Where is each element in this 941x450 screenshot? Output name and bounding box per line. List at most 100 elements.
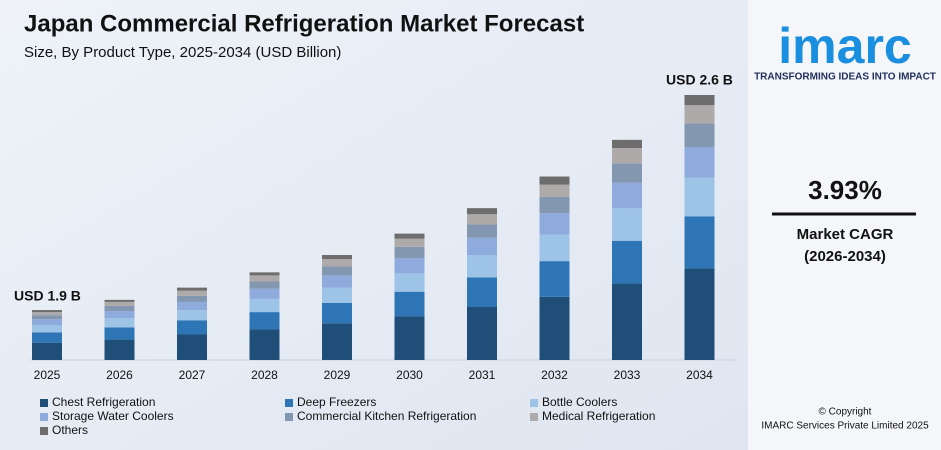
bar-segment — [612, 208, 642, 241]
bar-segment — [467, 208, 497, 215]
bar-segment — [32, 332, 62, 343]
company: IMARC Services Private Limited 2025 — [761, 421, 929, 432]
bar-segment — [684, 216, 715, 269]
legend-label: Commercial Kitchen Refrigeration — [297, 409, 476, 423]
copyright: © Copyright — [819, 407, 872, 418]
bar-segment — [177, 310, 207, 321]
legend-label: Others — [52, 423, 88, 437]
bar-segment — [467, 224, 497, 238]
bar-segment — [32, 315, 62, 320]
tagline: TRANSFORMING IDEAS INTO IMPACT — [754, 72, 936, 83]
x-tick-label: 2028 — [251, 368, 278, 382]
bar-segment — [539, 261, 570, 297]
bar-segment — [322, 302, 352, 324]
legend-label: Deep Freezers — [297, 395, 376, 409]
bar-segment — [684, 268, 715, 360]
x-tick-label: 2026 — [106, 368, 133, 382]
bar-segment — [539, 184, 570, 197]
bar-segment — [322, 323, 352, 360]
bar-segment — [177, 301, 207, 311]
bar-segment — [104, 339, 135, 360]
bar-segment — [539, 176, 570, 185]
bar-segment — [684, 177, 715, 217]
annotation: USD 2.6 B — [666, 72, 733, 88]
bar-segment — [684, 95, 715, 106]
bar-segment — [177, 287, 207, 291]
bar-segment — [394, 291, 425, 317]
bar-segment — [32, 325, 62, 333]
bar-segment — [249, 275, 280, 282]
bar-segment — [104, 299, 135, 302]
bar-segment — [612, 139, 642, 148]
legend-swatch — [40, 413, 48, 421]
legend-swatch — [40, 427, 48, 435]
x-tick-label: 2032 — [541, 368, 568, 382]
bar-segment — [177, 290, 207, 296]
x-tick-label: 2033 — [614, 368, 641, 382]
cagr-value: 3.93% — [808, 175, 882, 205]
bar-segment — [104, 305, 135, 312]
bar-segment — [467, 237, 497, 256]
bar-segment — [104, 327, 135, 340]
annotation: USD 1.9 B — [14, 288, 81, 304]
legend-label: Storage Water Coolers — [52, 409, 174, 423]
bar-segment — [32, 342, 62, 360]
x-tick-label: 2031 — [469, 368, 496, 382]
bar-segment — [32, 310, 62, 313]
bar-segment — [104, 301, 135, 306]
legend-swatch — [530, 399, 538, 407]
bar-segment — [104, 318, 135, 328]
bar-segment — [322, 287, 352, 303]
bar-segment — [177, 320, 207, 335]
legend-label: Medical Refrigeration — [542, 409, 655, 423]
bar-segment — [104, 311, 135, 319]
cagr-period: (2026-2034) — [804, 248, 886, 265]
bar-segment — [394, 316, 425, 360]
bar-segment — [612, 148, 642, 164]
bar-segment — [249, 288, 280, 299]
legend-swatch — [530, 413, 538, 421]
legend-swatch — [285, 413, 293, 421]
bar-segment — [467, 214, 497, 225]
bar-segment — [467, 307, 497, 360]
bar-segment — [322, 259, 352, 267]
logo: imarc — [778, 18, 911, 74]
x-tick-label: 2030 — [396, 368, 423, 382]
bar-segment — [249, 272, 280, 276]
bar-segment — [612, 182, 642, 209]
cagr-label: Market CAGR — [797, 226, 894, 243]
bar-segment — [322, 255, 352, 260]
bar-segment — [467, 255, 497, 278]
bar-segment — [539, 234, 570, 262]
bar-segment — [394, 273, 425, 292]
bar-segment — [322, 266, 352, 276]
x-tick-label: 2034 — [686, 368, 713, 382]
bar-segment — [394, 238, 425, 247]
x-tick-label: 2029 — [324, 368, 351, 382]
legend-swatch — [40, 399, 48, 407]
bar-segment — [612, 240, 642, 284]
bar-segment — [249, 329, 280, 360]
bar-segment — [249, 312, 280, 330]
bar-segment — [684, 146, 715, 178]
chart-subtitle: Size, By Product Type, 2025-2034 (USD Bi… — [24, 44, 341, 61]
bar-segment — [394, 246, 425, 259]
x-tick-label: 2025 — [34, 368, 61, 382]
legend-swatch — [285, 399, 293, 407]
bar-segment — [539, 213, 570, 235]
bar-segment — [249, 298, 280, 313]
bar-segment — [32, 319, 62, 326]
bar-segment — [322, 275, 352, 288]
bar-segment — [684, 105, 715, 124]
sidebar-background — [748, 0, 941, 450]
legend-label: Bottle Coolers — [542, 395, 617, 409]
chart-title: Japan Commercial Refrigeration Market Fo… — [24, 10, 584, 37]
bar-segment — [539, 296, 570, 360]
bar-segment — [249, 281, 280, 289]
bar-segment — [394, 233, 425, 239]
legend-label: Chest Refrigeration — [52, 395, 155, 409]
bar-segment — [684, 123, 715, 147]
bar-segment — [467, 277, 497, 307]
bar-segment — [177, 295, 207, 302]
